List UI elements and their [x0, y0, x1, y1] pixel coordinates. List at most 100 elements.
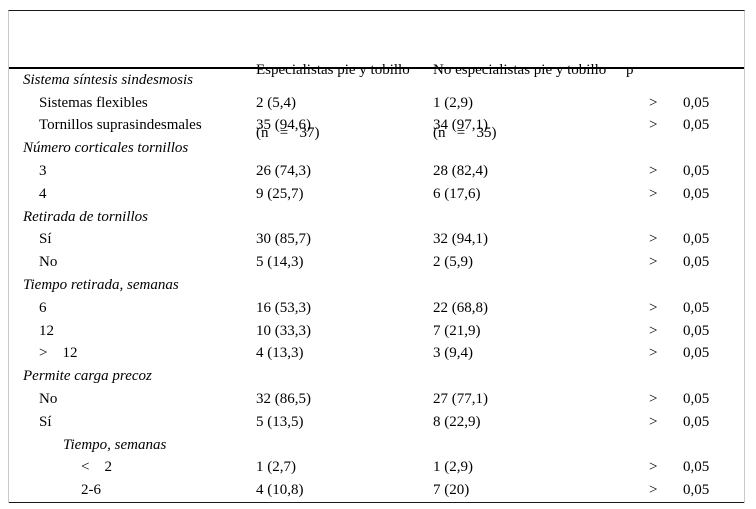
no-especialistas-value-cell: 32 (94,1) — [433, 231, 488, 248]
p-sign: > — [649, 231, 658, 248]
row-label-cell: Retirada de tornillos — [23, 208, 148, 225]
table-row: Retirada de tornillos — [9, 206, 744, 229]
row-label-cell: Tornillos suprasindesmales — [39, 117, 202, 134]
row-label-cell: No — [39, 254, 58, 271]
p-value-cell: >0,05 — [626, 323, 746, 340]
p-value-cell: >0,05 — [626, 391, 746, 408]
p-value: 0,05 — [683, 322, 710, 339]
especialistas-value-cell: 4 (13,3) — [256, 345, 304, 362]
especialistas-value-cell: 16 (53,3) — [256, 299, 311, 316]
row-label-cell: 6 — [39, 299, 47, 316]
especialistas-value-cell: 9 (25,7) — [256, 185, 304, 202]
no-especialistas-value-cell: 8 (22,9) — [433, 413, 481, 430]
table-row: 6 16 (53,3) 22 (68,8) >0,05 — [9, 297, 744, 320]
p-value-cell — [626, 72, 746, 89]
table-row: < 2 1 (2,7) 1 (2,9) >0,05 — [9, 457, 744, 480]
row-label-cell: 4 — [39, 185, 47, 202]
p-value-cell: >0,05 — [626, 231, 746, 248]
p-value: 0,05 — [683, 185, 710, 202]
row-label-cell: < 2 — [81, 459, 112, 476]
especialistas-value-cell: 4 (10,8) — [256, 482, 304, 499]
table-row: 12 10 (33,3) 7 (21,9) >0,05 — [9, 320, 744, 343]
p-sign: > — [649, 322, 658, 339]
especialistas-value-cell: 26 (74,3) — [256, 163, 311, 180]
p-sign: > — [649, 163, 658, 180]
row-label-cell: 12 — [39, 322, 54, 339]
row-label-cell: Sistemas flexibles — [39, 94, 148, 111]
p-value: 0,05 — [683, 482, 710, 499]
p-value-cell — [626, 277, 746, 294]
p-value: 0,05 — [683, 459, 710, 476]
no-especialistas-value-cell: 7 (20) — [433, 482, 470, 499]
p-value-cell — [626, 368, 746, 385]
row-label-cell: 2-6 — [81, 482, 101, 499]
no-especialistas-value-cell: 3 (9,4) — [433, 345, 473, 362]
p-sign: > — [649, 254, 658, 271]
p-value: 0,05 — [683, 299, 710, 316]
no-especialistas-value-cell: 2 (5,9) — [433, 254, 473, 271]
p-sign: > — [649, 391, 658, 408]
p-value-cell: >0,05 — [626, 414, 746, 431]
especialistas-value-cell: 1 (2,7) — [256, 459, 296, 476]
p-sign: > — [649, 482, 658, 499]
row-label-cell: Número corticales tornillos — [23, 140, 189, 157]
p-sign: > — [649, 345, 658, 362]
p-value: 0,05 — [683, 117, 710, 134]
p-sign: > — [649, 185, 658, 202]
p-sign: > — [649, 413, 658, 430]
p-value-cell — [626, 437, 746, 454]
especialistas-value-cell: 2 (5,4) — [256, 94, 296, 111]
table-row: Sistema síntesis sindesmosis — [9, 69, 744, 92]
row-label-cell: 3 — [39, 163, 47, 180]
row-label-cell: Sistema síntesis sindesmosis — [23, 71, 194, 88]
row-label-cell: Tiempo retirada, semanas — [23, 277, 179, 294]
p-value: 0,05 — [683, 413, 710, 430]
table-row: Número corticales tornillos — [9, 137, 744, 160]
p-sign: > — [649, 94, 658, 111]
row-label-cell: Sí — [39, 231, 52, 248]
p-value: 0,05 — [683, 254, 710, 271]
table-row: Sí 5 (13,5) 8 (22,9) >0,05 — [9, 411, 744, 434]
no-especialistas-value-cell: 7 (21,9) — [433, 322, 481, 339]
header-p: p — [626, 18, 746, 186]
table-row: No 32 (86,5) 27 (77,1) >0,05 — [9, 388, 744, 411]
p-value-cell — [626, 209, 746, 226]
row-label-cell: > 12 — [39, 345, 78, 362]
table-row: Tiempo, semanas — [9, 434, 744, 457]
table-row: Tiempo retirada, semanas — [9, 274, 744, 297]
p-value-cell: >0,05 — [626, 95, 746, 112]
especialistas-value-cell: 5 (14,3) — [256, 254, 304, 271]
no-especialistas-value-cell: 1 (2,9) — [433, 459, 473, 476]
table-row: 4 9 (25,7) 6 (17,6) >0,05 — [9, 183, 744, 206]
row-label-cell: Sí — [39, 413, 52, 430]
p-value: 0,05 — [683, 345, 710, 362]
header-especialistas: Especialistas pie y tobillo (n = 37) — [256, 18, 433, 186]
p-sign: > — [649, 117, 658, 134]
table-row: 3 26 (74,3) 28 (82,4) >0,05 — [9, 160, 744, 183]
especialistas-value-cell: 35 (94,6) — [256, 117, 311, 134]
table-body: Sistema síntesis sindesmosis Sistemas fl… — [9, 69, 746, 504]
p-value-cell — [626, 140, 746, 157]
p-value-cell: >0,05 — [626, 163, 746, 180]
row-label-cell: Tiempo, semanas — [63, 436, 167, 453]
p-value-cell: >0,05 — [626, 345, 746, 362]
p-sign: > — [649, 299, 658, 316]
no-especialistas-value-cell: 27 (77,1) — [433, 391, 488, 408]
header-no-especialistas-line2: (n = 35) — [433, 125, 497, 141]
table-row: No 5 (14,3) 2 (5,9) >0,05 — [9, 251, 744, 274]
header-especialistas-line1: Especialistas pie y tobillo — [256, 62, 410, 78]
table-row: Tornillos suprasindesmales 35 (94,6) 34 … — [9, 115, 744, 138]
header-p-label: p — [626, 62, 634, 78]
table-row: 2-6 4 (10,8) 7 (20) >0,05 — [9, 479, 744, 502]
row-label-cell: Permite carga precoz — [23, 368, 152, 385]
no-especialistas-value-cell: 34 (97,1) — [433, 117, 488, 134]
especialistas-value-cell: 10 (33,3) — [256, 322, 311, 339]
p-value-cell: >0,05 — [626, 254, 746, 271]
no-especialistas-value-cell: 6 (17,6) — [433, 185, 481, 202]
p-value: 0,05 — [683, 391, 710, 408]
table-row: Sistemas flexibles 2 (5,4) 1 (2,9) >0,05 — [9, 92, 744, 115]
p-value-cell: >0,05 — [626, 300, 746, 317]
header-especialistas-line2: (n = 37) — [256, 125, 320, 141]
especialistas-value-cell: 5 (13,5) — [256, 413, 304, 430]
